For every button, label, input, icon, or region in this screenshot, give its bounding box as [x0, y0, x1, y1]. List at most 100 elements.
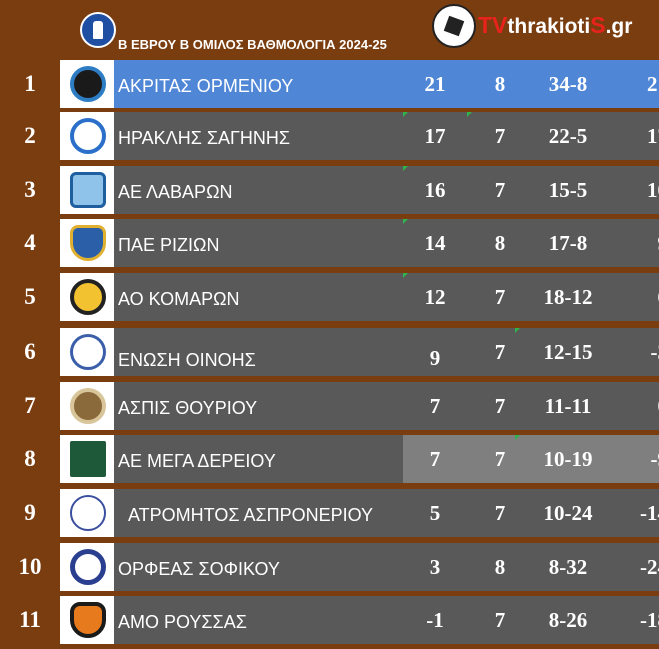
goal-difference: -18 [640, 608, 659, 632]
games-played: 7 [494, 501, 506, 525]
points: 16 [424, 178, 446, 202]
team-logo [60, 273, 114, 321]
goals: 8-26 [548, 608, 588, 632]
row-bar: ΟΡΦΕΑΣ ΣΟΦΙΚΟΥ 3 8 8-32 -24 [114, 543, 659, 591]
goals: 8-32 [548, 555, 588, 579]
position: 5 [0, 273, 60, 321]
marker-icon [515, 435, 520, 440]
crest-icon [70, 225, 106, 261]
page-title: Β ΕΒΡΟΥ Β ΟΜΙΛΟΣ ΒΑΘΜΟΛΟΓΙΑ 2024-25 [118, 37, 387, 52]
goals: 12-15 [543, 340, 593, 364]
crest-icon [70, 66, 106, 102]
goals: 11-11 [544, 394, 592, 418]
team-name: ΑΕ ΜΕΓΑ ΔΕΡΕΙΟΥ [118, 451, 276, 471]
table-row: 3 ΑΕ ΛΑΒΑΡΩΝ 16 7 15-5 10 [0, 166, 659, 214]
points: 7 [429, 447, 441, 471]
position: 9 [0, 489, 60, 537]
row-bar: ΑΟ ΚΟΜΑΡΩΝ 12 7 18-12 6 [114, 273, 659, 321]
goals: 18-12 [543, 285, 593, 309]
team-logo [60, 166, 114, 214]
goal-difference: 17 [647, 124, 659, 148]
games-played: 7 [494, 394, 506, 418]
position: 11 [0, 596, 60, 644]
team-logo [60, 489, 114, 537]
goals: 10-19 [543, 447, 593, 471]
position: 10 [0, 543, 60, 591]
table-row: 11 ΑΜΟ ΡΟΥΣΣΑΣ -1 7 8-26 -18 [0, 596, 659, 644]
row-bar: ΑΤΡΟΜΗΤΟΣ ΑΣΠΡΟΝΕΡΙΟΥ 5 7 10-24 -14 [114, 489, 659, 537]
team-name: ΑΚΡΙΤΑΣ ΟΡΜΕΝΙΟΥ [118, 76, 294, 96]
table-row: 4 ΠΑΕ ΡΙΖΙΩΝ 14 8 17-8 9 [0, 219, 659, 267]
team-logo [60, 382, 114, 430]
brand-gr: .gr [605, 15, 633, 38]
goal-difference: -14 [640, 501, 659, 525]
team-logo [60, 328, 114, 376]
position: 8 [0, 435, 60, 483]
football-icon [432, 4, 476, 48]
games-played: 7 [494, 178, 506, 202]
games-played: 7 [494, 124, 506, 148]
games-played: 7 [494, 447, 506, 471]
marker-icon [403, 112, 408, 117]
goal-difference: 10 [647, 178, 659, 202]
team-name: ΑΕ ΛΑΒΑΡΩΝ [118, 182, 233, 202]
row-bar: ΑΕ ΛΑΒΑΡΩΝ 16 7 15-5 10 [114, 166, 659, 214]
points: 12 [424, 285, 446, 309]
points: 14 [424, 231, 446, 255]
goal-difference: -24 [640, 555, 659, 579]
team-name: ΗΡΑΚΛΗΣ ΣΑΓΗΝΗΣ [118, 128, 291, 148]
team-logo [60, 60, 114, 108]
goals: 22-5 [548, 124, 588, 148]
goal-difference: 6 [608, 273, 659, 321]
brand-name: TVthrakiotiS.gr [478, 12, 632, 39]
games-played: 8 [494, 231, 506, 255]
points: 17 [424, 124, 446, 148]
points: 7 [429, 394, 441, 418]
points: 9 [429, 346, 441, 370]
goal-difference: -3 [650, 340, 659, 364]
team-logo [60, 543, 114, 591]
team-logo [60, 112, 114, 160]
table-row: 9 ΑΤΡΟΜΗΤΟΣ ΑΣΠΡΟΝΕΡΙΟΥ 5 7 10-24 -14 [0, 489, 659, 537]
goals: 15-5 [548, 178, 588, 202]
crest-icon [70, 549, 106, 585]
federation-logo-icon [80, 12, 116, 48]
goal-difference: -9 [650, 447, 659, 471]
position: 4 [0, 219, 60, 267]
games-played: 7 [494, 340, 506, 364]
marker-icon [515, 328, 520, 333]
brand-mid: thrakioti [507, 15, 591, 38]
points: 21 [424, 72, 446, 96]
position: 7 [0, 382, 60, 430]
table-row: 1 ΑΚΡΙΤΑΣ ΟΡΜΕΝΙΟΥ 21 8 34-8 21 [0, 60, 659, 108]
table-row: 10 ΟΡΦΕΑΣ ΣΟΦΙΚΟΥ 3 8 8-32 -24 [0, 543, 659, 591]
goal-difference: 0 [608, 382, 659, 430]
position: 6 [0, 328, 60, 376]
team-logo [60, 435, 114, 483]
table-row: 2 ΗΡΑΚΛΗΣ ΣΑΓΗΝΗΣ 17 7 22-5 17 [0, 112, 659, 160]
marker-icon [403, 273, 408, 278]
games-played: 7 [494, 285, 506, 309]
table-row: 7 ΑΣΠΙΣ ΘΟΥΡΙΟΥ 7 7 11-11 0 [0, 382, 659, 430]
goal-difference: 9 [608, 219, 659, 267]
crest-icon [70, 334, 106, 370]
crest-icon [70, 172, 106, 208]
row-bar: ΕΝΩΣΗ ΟΙΝΟΗΣ 9 7 12-15 -3 [114, 328, 659, 376]
row-bar: ΑΚΡΙΤΑΣ ΟΡΜΕΝΙΟΥ 21 8 34-8 21 [114, 60, 659, 108]
goals: 10-24 [543, 501, 593, 525]
team-logo [60, 219, 114, 267]
team-logo [60, 596, 114, 644]
points: 3 [429, 555, 441, 579]
table-row: 6 ΕΝΩΣΗ ΟΙΝΟΗΣ 9 7 12-15 -3 [0, 328, 659, 376]
goal-difference: 21 [647, 72, 659, 96]
crest-icon [70, 388, 106, 424]
goals: 17-8 [548, 231, 588, 255]
games-played: 7 [494, 608, 506, 632]
crest-icon [70, 495, 106, 531]
team-name: ΟΡΦΕΑΣ ΣΟΦΙΚΟΥ [118, 559, 280, 579]
games-played: 8 [494, 555, 506, 579]
marker-icon [467, 112, 472, 117]
position: 2 [0, 112, 60, 160]
brand-s: S [590, 12, 606, 38]
points: 5 [429, 501, 441, 525]
